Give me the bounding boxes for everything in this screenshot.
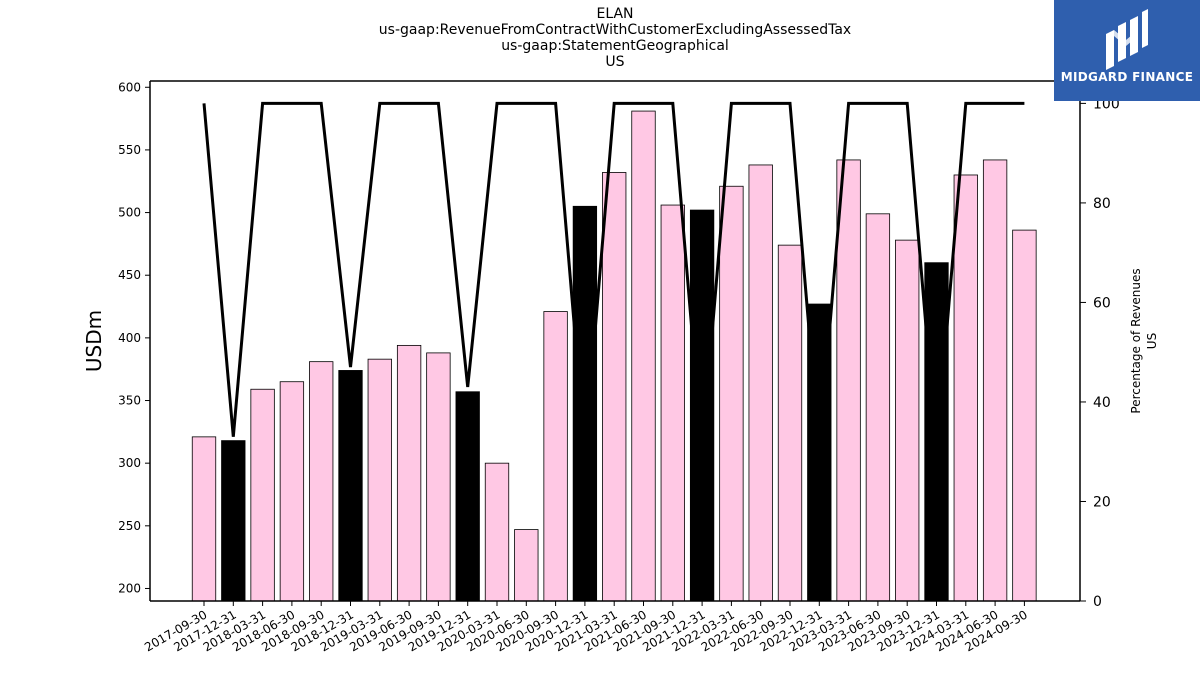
midgard-logo-icon — [1106, 9, 1148, 70]
bar-2020-06-30 — [514, 529, 539, 602]
y2-axis-title-line2: US — [1145, 333, 1159, 349]
y-axis-title: USDm — [82, 310, 106, 372]
title-line-company: ELAN — [596, 6, 634, 22]
bar-2024-03-31 — [953, 174, 978, 602]
bar-2021-09-30 — [660, 204, 685, 602]
y2-tick-label-0: 0 — [1093, 594, 1102, 610]
bar-2017-12-31 — [221, 440, 246, 602]
bar-2023-03-31 — [836, 159, 861, 602]
title-line-concept: us-gaap:RevenueFromContractWithCustomerE… — [378, 22, 852, 38]
bar-2023-06-30 — [865, 213, 891, 602]
y-tick-label-550: 550 — [118, 143, 141, 157]
y-tick-label-300: 300 — [118, 456, 141, 470]
bar-2024-09-30 — [1012, 229, 1037, 602]
percentage-line — [202, 101, 1025, 452]
y2-axis-title-line1: Percentage of Revenues — [1129, 268, 1143, 413]
y-tick-label-450: 450 — [118, 268, 141, 282]
bar-2019-09-30 — [426, 352, 451, 602]
bar-2022-06-30 — [748, 164, 773, 602]
y2-tick-label-20: 20 — [1093, 494, 1111, 510]
y2-tick-label-80: 80 — [1093, 196, 1111, 212]
bar-2022-03-31 — [719, 185, 744, 602]
y2-tick-label-40: 40 — [1093, 395, 1111, 411]
bar-2018-12-31 — [338, 370, 363, 602]
bar-2021-06-30 — [631, 110, 656, 602]
bar-2019-06-30 — [396, 344, 422, 602]
y-tick-label-400: 400 — [118, 331, 141, 345]
bar-2018-06-30 — [279, 381, 305, 602]
logo-text: MIDGARD FINANCE — [1060, 70, 1194, 84]
bar-2021-12-31 — [689, 209, 715, 602]
bar-2020-09-30 — [543, 311, 568, 602]
bar-2017-09-30 — [191, 436, 217, 602]
bar-2023-12-31 — [924, 262, 949, 602]
bar-2020-03-31 — [484, 462, 510, 602]
bar-2019-12-31 — [455, 391, 480, 602]
bar-2023-09-30 — [895, 239, 920, 602]
bar-2024-06-30 — [982, 159, 1008, 602]
bar-2019-03-31 — [367, 358, 392, 602]
y2-tick-label-60: 60 — [1093, 295, 1111, 311]
y-tick-label-200: 200 — [118, 581, 141, 595]
y-tick-label-600: 600 — [118, 80, 141, 94]
bar-2021-03-31 — [602, 172, 627, 602]
y-tick-label-350: 350 — [118, 394, 141, 408]
y-tick-label-250: 250 — [118, 519, 141, 533]
bar-2022-09-30 — [777, 244, 803, 602]
bar-2018-09-30 — [309, 361, 334, 602]
chart-title: ELAN us-gaap:RevenueFromContractWithCust… — [0, 6, 1200, 70]
bar-2018-03-31 — [250, 388, 275, 602]
bar-2020-12-31 — [572, 205, 598, 602]
y-tick-label-500: 500 — [118, 206, 141, 220]
title-line-axis: us-gaap:StatementGeographical — [501, 38, 729, 54]
midgard-logo: MIDGARD FINANCE — [1054, 0, 1200, 101]
title-line-member: US — [605, 54, 625, 70]
